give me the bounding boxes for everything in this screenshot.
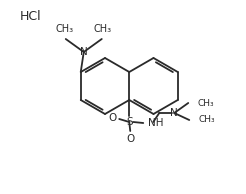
Text: NH: NH [148,118,164,128]
Text: O: O [126,134,134,144]
Text: N: N [170,108,178,118]
Text: CH₃: CH₃ [198,115,215,125]
Text: S: S [126,117,133,127]
Text: HCl: HCl [20,10,42,23]
Text: CH₃: CH₃ [197,99,214,107]
Text: CH₃: CH₃ [56,24,74,34]
Text: CH₃: CH₃ [94,24,112,34]
Text: O: O [108,113,116,123]
Text: N: N [80,47,88,57]
